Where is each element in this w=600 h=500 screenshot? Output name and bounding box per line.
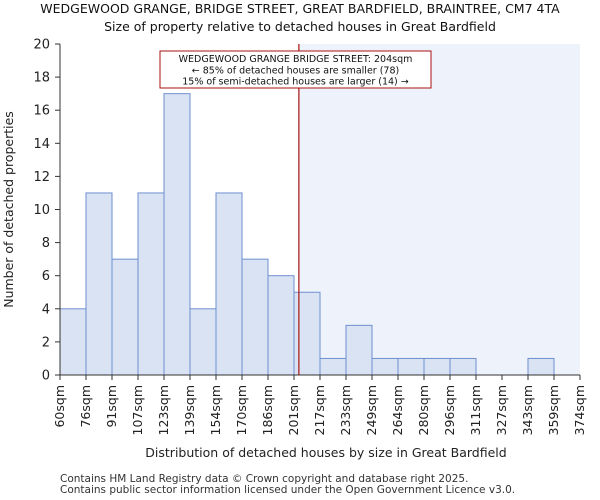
- histogram-bar: [267, 275, 295, 376]
- histogram-bar: [163, 93, 191, 376]
- x-tick-label: 60sqm: [52, 385, 67, 428]
- y-tick-label: 18: [33, 71, 50, 86]
- y-tick-label: 20: [33, 38, 50, 53]
- y-tick-label: 16: [33, 104, 50, 119]
- chart-title: WEDGEWOOD GRANGE, BRIDGE STREET, GREAT B…: [40, 1, 560, 16]
- histogram-bar: [189, 308, 217, 376]
- x-tick-label: 217sqm: [312, 385, 327, 435]
- y-tick-label: 0: [42, 369, 50, 384]
- histogram-bar: [111, 258, 139, 376]
- y-tick-label: 10: [33, 203, 50, 218]
- x-tick-label: 249sqm: [364, 385, 379, 435]
- y-tick-label: 14: [33, 137, 50, 152]
- x-tick-label: 170sqm: [234, 385, 249, 435]
- histogram-bar: [371, 357, 399, 376]
- annotation-text: ← 85% of detached houses are smaller (78…: [192, 65, 399, 76]
- x-tick-label: 264sqm: [390, 385, 405, 435]
- histogram-bar: [527, 357, 555, 376]
- histogram-bar: [345, 324, 373, 376]
- x-tick-label: 296sqm: [442, 385, 457, 435]
- footer-copyright: Contains HM Land Registry data © Crown c…: [60, 473, 469, 485]
- x-tick-label: 359sqm: [546, 385, 561, 435]
- y-tick-label: 12: [33, 170, 50, 185]
- chart-subtitle: Size of property relative to detached ho…: [104, 19, 496, 34]
- histogram-bar: [137, 192, 165, 376]
- x-tick-label: 280sqm: [416, 385, 431, 435]
- x-tick-label: 343sqm: [520, 385, 535, 435]
- histogram-bar: [85, 192, 113, 376]
- x-tick-label: 76sqm: [78, 385, 93, 428]
- x-tick-label: 201sqm: [286, 385, 301, 435]
- x-tick-label: 374sqm: [572, 385, 587, 435]
- x-tick-label: 327sqm: [494, 385, 509, 435]
- histogram-bar: [215, 192, 243, 376]
- x-tick-label: 107sqm: [130, 385, 145, 435]
- x-axis-label: Distribution of detached houses by size …: [145, 445, 506, 460]
- y-tick-label: 8: [42, 236, 50, 251]
- histogram-bar: [423, 357, 451, 376]
- highlight-region: [298, 44, 580, 375]
- x-tick-label: 186sqm: [260, 385, 275, 435]
- histogram-bar: [319, 357, 347, 376]
- x-tick-label: 139sqm: [182, 385, 197, 435]
- x-tick-label: 123sqm: [156, 385, 171, 435]
- histogram-bar: [397, 357, 425, 376]
- annotation-box: [159, 50, 432, 89]
- x-tick-label: 154sqm: [208, 385, 223, 435]
- y-tick-label: 4: [42, 302, 50, 317]
- y-tick-label: 6: [42, 269, 50, 284]
- histogram-bar: [241, 258, 269, 376]
- histogram-bar: [449, 357, 477, 376]
- histogram-bar: [59, 308, 87, 376]
- annotation-text: 15% of semi-detached houses are larger (…: [182, 77, 409, 88]
- x-tick-label: 233sqm: [338, 385, 353, 435]
- footer-licence: Contains public sector information licen…: [60, 484, 516, 496]
- y-tick-label: 2: [42, 335, 50, 350]
- y-axis-label: Number of detached properties: [1, 111, 16, 308]
- x-tick-label: 91sqm: [104, 385, 119, 428]
- histogram-bar: [293, 291, 321, 376]
- x-tick-label: 311sqm: [468, 385, 483, 435]
- annotation-text: WEDGEWOOD GRANGE BRIDGE STREET: 204sqm: [179, 54, 413, 65]
